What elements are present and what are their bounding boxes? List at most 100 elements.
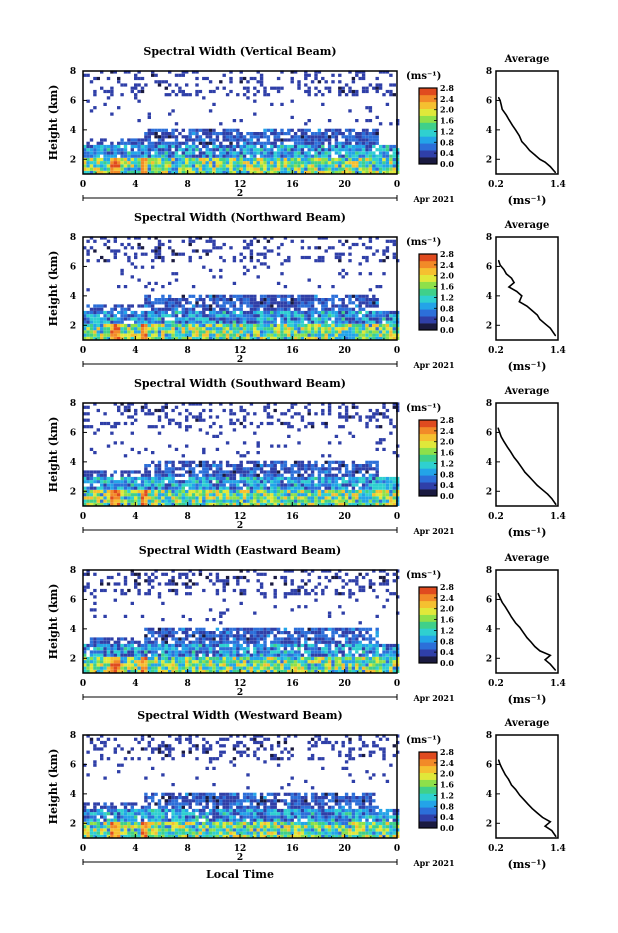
- heatmap-cell: [103, 259, 106, 262]
- heatmap-cell: [253, 151, 256, 154]
- heatmap-cell: [141, 142, 144, 145]
- heatmap-cell: [151, 586, 154, 589]
- heatmap-cell: [189, 641, 192, 644]
- heatmap-cell: [110, 113, 113, 116]
- heatmap-cell: [127, 650, 130, 653]
- heatmap-cell: [206, 330, 209, 333]
- heatmap-cell: [124, 480, 127, 483]
- heatmap-cell: [206, 308, 209, 311]
- heatmap-cell: [178, 155, 181, 158]
- heatmap-cell: [195, 158, 198, 161]
- heatmap-cell: [93, 308, 96, 311]
- heatmap-cell: [168, 663, 171, 666]
- heatmap-cell: [114, 158, 117, 161]
- heatmap-cell: [331, 500, 334, 503]
- heatmap-cell: [267, 321, 270, 324]
- profile-point: [498, 97, 499, 98]
- heatmap-cell: [274, 334, 277, 337]
- heatmap-cell: [386, 103, 389, 106]
- heatmap-cell: [148, 412, 151, 415]
- heatmap-cell: [206, 151, 209, 154]
- heatmap-cell: [206, 295, 209, 298]
- heatmap-cell: [342, 477, 345, 480]
- heatmap-cell: [229, 168, 232, 171]
- heatmap-cell: [257, 240, 260, 243]
- heatmap-cell: [314, 483, 317, 486]
- heatmap-cell: [185, 317, 188, 320]
- heatmap-cell: [189, 467, 192, 470]
- profile-x-label: (ms⁻¹): [508, 360, 547, 373]
- heatmap-cell: [257, 461, 260, 464]
- heatmap-cell: [287, 493, 290, 496]
- heatmap-cell: [151, 317, 154, 320]
- heatmap-cell: [287, 138, 290, 141]
- heatmap-cell: [325, 129, 328, 132]
- heatmap-cell: [137, 487, 140, 490]
- heatmap-cell: [331, 483, 334, 486]
- heatmap-cell: [212, 129, 215, 132]
- heatmap-cell: [189, 324, 192, 327]
- heatmap-cell: [331, 330, 334, 333]
- heatmap-cell: [148, 579, 151, 582]
- heatmap-cell: [90, 317, 93, 320]
- heatmap-cell: [127, 496, 130, 499]
- heatmap-cell: [284, 500, 287, 503]
- heatmap-cell: [287, 129, 290, 132]
- heatmap-cell: [103, 650, 106, 653]
- heatmap-cell: [127, 259, 130, 262]
- heatmap-cell: [151, 480, 154, 483]
- heatmap-cell: [301, 161, 304, 164]
- heatmap-cell: [175, 301, 178, 304]
- heatmap-cell: [328, 90, 331, 93]
- heatmap-cell: [240, 470, 243, 473]
- heatmap-cell: [389, 419, 392, 422]
- heatmap-cell: [131, 145, 134, 148]
- heatmap-cell: [223, 480, 226, 483]
- heatmap-cell: [280, 161, 283, 164]
- heatmap-cell: [321, 490, 324, 493]
- heatmap-cell: [110, 334, 113, 337]
- heatmap-cell: [240, 493, 243, 496]
- heatmap-cell: [325, 80, 328, 83]
- heatmap-cell: [355, 168, 358, 171]
- heatmap-cell: [219, 298, 222, 301]
- heatmap-cell: [114, 644, 117, 647]
- heatmap-cell: [270, 295, 273, 298]
- heatmap-cell: [192, 641, 195, 644]
- heatmap-cell: [345, 151, 348, 154]
- heatmap-cell: [393, 314, 396, 317]
- heatmap-cell: [110, 647, 113, 650]
- heatmap-cell: [257, 90, 260, 93]
- heatmap-cell: [233, 151, 236, 154]
- heatmap-cell: [216, 589, 219, 592]
- y-tick-label: 8: [70, 399, 76, 409]
- heatmap-cell: [308, 311, 311, 314]
- heatmap-cell: [257, 259, 260, 262]
- heatmap-cell: [379, 314, 382, 317]
- heatmap-cell: [253, 464, 256, 467]
- heatmap-cell: [86, 582, 89, 585]
- heatmap-cell: [372, 295, 375, 298]
- heatmap-cell: [291, 100, 294, 103]
- heatmap-cell: [291, 483, 294, 486]
- heatmap-cell: [158, 667, 161, 670]
- heatmap-cell: [348, 490, 351, 493]
- heatmap-cell: [103, 615, 106, 618]
- heatmap-cell: [243, 148, 246, 151]
- heatmap-cell: [382, 327, 385, 330]
- heatmap-cell: [393, 324, 396, 327]
- heatmap-cell: [260, 135, 263, 138]
- heatmap-cell: [348, 317, 351, 320]
- heatmap-cell: [236, 145, 239, 148]
- heatmap-cell: [189, 138, 192, 141]
- heatmap-cell: [141, 615, 144, 618]
- heatmap-cell: [291, 145, 294, 148]
- heatmap-cell: [267, 249, 270, 252]
- heatmap-cell: [124, 496, 127, 499]
- heatmap-cell: [335, 500, 338, 503]
- heatmap-cell: [120, 327, 123, 330]
- heatmap-cell: [342, 324, 345, 327]
- heatmap-cell: [284, 168, 287, 171]
- heatmap-cell: [365, 87, 368, 90]
- heatmap-cell: [359, 168, 362, 171]
